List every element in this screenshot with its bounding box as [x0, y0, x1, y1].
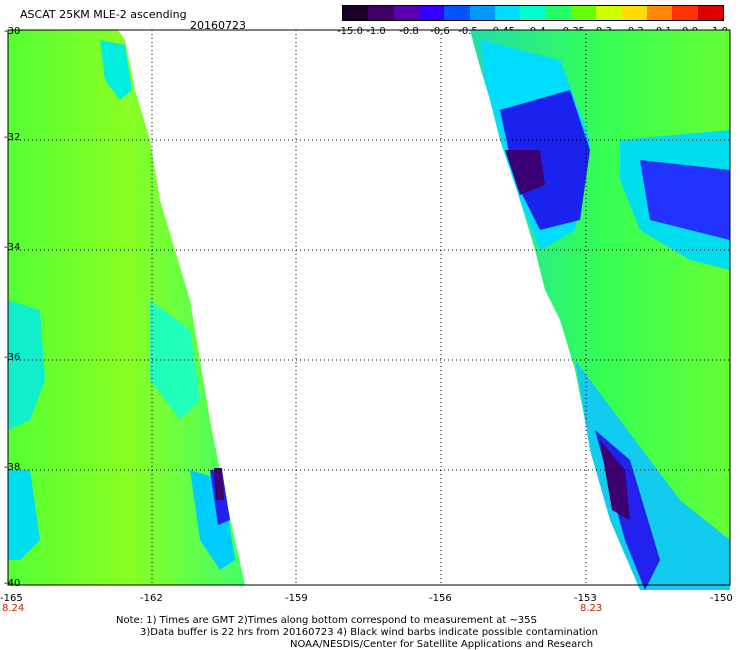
lon-gridlines [151, 30, 587, 585]
colorbar-swatch [494, 6, 521, 20]
colorbar-swatch [520, 6, 546, 20]
right-swath-dark [505, 150, 545, 195]
colorbar-swatch [343, 6, 369, 20]
right-swath-blue [640, 160, 730, 240]
colorbar-swatch [444, 6, 470, 20]
colorbar-swatch [621, 6, 647, 20]
colorbar-label: -1.0 [366, 26, 386, 37]
colorbar-swatch [646, 6, 673, 20]
colorbar-swatch [697, 6, 723, 20]
colorbar-swatch [570, 6, 597, 20]
lat-tick-label: -32 [4, 132, 21, 143]
colorbar-label: -0.8 [399, 26, 419, 37]
lon-tick-label: -153 [574, 593, 597, 604]
lat-tick-label: -30 [4, 26, 21, 37]
left-swath-cyan [150, 300, 200, 420]
colorbar-swatch [596, 6, 622, 20]
lat-gridlines [8, 139, 730, 471]
map-frame [7, 29, 731, 586]
note-line-1: Note: 1) Times are GMT 2)Times along bot… [116, 615, 537, 626]
left-swath-cyan [8, 470, 40, 560]
lat-tick-label: -36 [4, 352, 21, 363]
left-swath-cyan [8, 300, 45, 430]
lon-tick-label: -165 [0, 593, 23, 604]
swath-time-label: 8.24 [2, 603, 25, 614]
lon-tick-label: -159 [285, 593, 308, 604]
right-swath-dark [600, 440, 630, 520]
colorbar-swatch [418, 6, 445, 20]
colorbar-swatch [545, 6, 571, 20]
colorbar-swatch [469, 6, 495, 20]
colorbar-swatch [368, 6, 394, 20]
colorbar-label: -0.6 [430, 26, 450, 37]
right-swath-blue [500, 90, 590, 230]
lat-tick-label: -34 [4, 242, 21, 253]
lon-tick-label: -156 [429, 593, 452, 604]
lon-tick-label: -162 [140, 593, 163, 604]
colorbar [342, 5, 724, 21]
note-line-3: NOAA/NESDIS/Center for Satellite Applica… [290, 639, 594, 650]
swath-time-label: 8.23 [580, 603, 603, 614]
colorbar-swatch [393, 6, 419, 20]
product-title: ASCAT 25KM MLE-2 ascending [20, 8, 187, 21]
right-swath-cyan [575, 360, 730, 590]
left-swath-cyan [100, 40, 132, 100]
product-date: 20160723 [190, 19, 246, 32]
left-swath-dark [214, 468, 224, 500]
note-line-2: 3)Data buffer is 22 hrs from 20160723 4)… [140, 627, 598, 638]
colorbar-label: -0.5 [458, 26, 478, 37]
left-swath [8, 30, 245, 585]
lat-tick-label: -40 [4, 578, 21, 589]
colorbar-label: -15.0 [337, 26, 363, 37]
lon-tick-label: -150 [710, 593, 733, 604]
lat-tick-label: -38 [4, 462, 21, 473]
colorbar-swatch [672, 6, 698, 20]
